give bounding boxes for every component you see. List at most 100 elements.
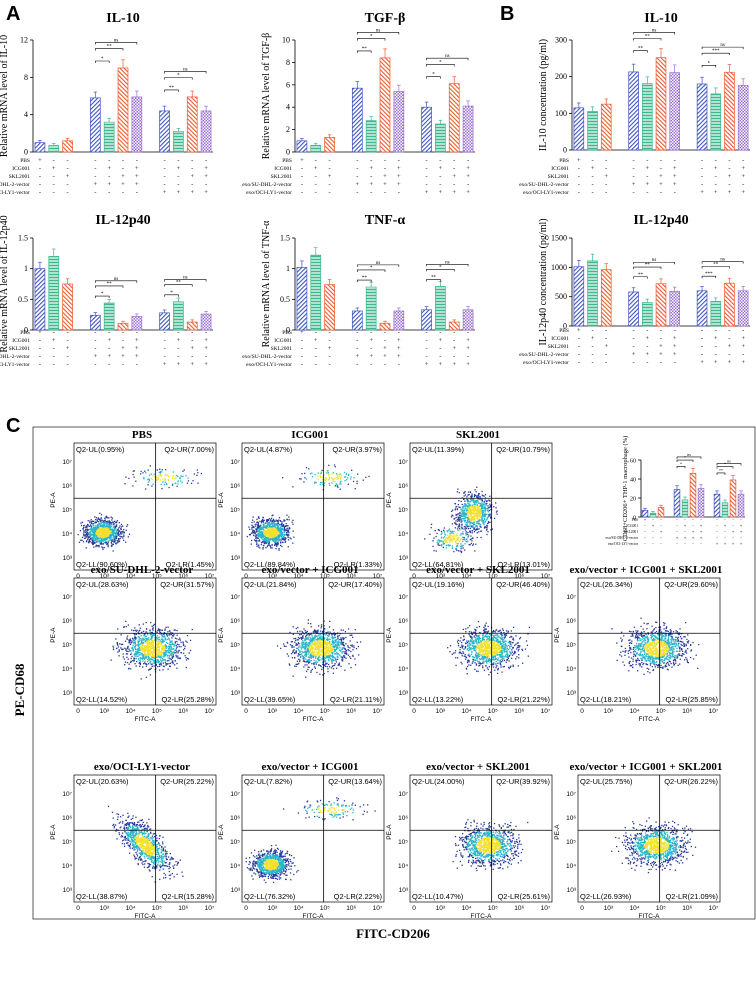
cell-event — [478, 509, 480, 511]
cell-event — [284, 541, 286, 543]
condition-row-label: exo/SU-DHL-2-vector — [605, 536, 638, 540]
cell-event — [100, 531, 102, 533]
cell-event — [160, 650, 162, 653]
cell-event — [93, 529, 96, 531]
cell-event — [277, 543, 279, 545]
cell-event — [273, 534, 276, 536]
condition-symbol: + — [728, 359, 732, 366]
cell-event — [97, 538, 99, 540]
cell-event — [156, 479, 158, 481]
cell-event — [466, 540, 469, 542]
cell-event — [488, 499, 490, 501]
condition-symbol: - — [356, 337, 358, 344]
cell-event — [266, 532, 268, 534]
cell-event — [94, 528, 97, 530]
cell-event — [182, 641, 184, 643]
cell-event — [471, 519, 473, 521]
cell-event — [476, 532, 478, 534]
cell-event — [77, 533, 79, 536]
y-tick-label: 6 — [286, 80, 290, 89]
cell-event — [479, 504, 482, 507]
cell-event — [479, 524, 482, 526]
cell-event — [89, 532, 92, 535]
cell-event — [308, 468, 310, 470]
cell-event — [362, 479, 364, 481]
cell-event — [160, 474, 162, 476]
cell-event — [454, 509, 457, 511]
cell-event — [112, 532, 114, 534]
condition-symbol: - — [39, 337, 41, 344]
cell-event — [146, 640, 148, 642]
cell-event — [94, 531, 96, 534]
cell-event — [176, 640, 178, 643]
cell-event — [272, 525, 275, 527]
cell-event — [440, 537, 443, 539]
cell-event — [185, 666, 187, 669]
cell-event — [267, 541, 269, 543]
cell-event — [302, 658, 304, 660]
cell-event — [142, 666, 144, 668]
cell-event — [448, 535, 450, 537]
cell-event — [104, 542, 107, 544]
cell-event — [106, 536, 109, 538]
cell-event — [143, 658, 146, 661]
cell-event — [281, 521, 283, 523]
cell-event — [175, 654, 177, 657]
cell-event — [496, 510, 498, 512]
cell-event — [119, 533, 121, 535]
bar — [724, 71, 735, 151]
cell-event — [319, 483, 321, 486]
cell-event — [147, 650, 149, 652]
cell-event — [147, 484, 149, 486]
cell-event — [106, 525, 108, 527]
cell-event — [160, 663, 162, 665]
cell-event — [99, 534, 101, 536]
cell-event — [152, 634, 154, 637]
cell-event — [180, 641, 182, 643]
cell-event — [469, 518, 471, 521]
condition-symbol: - — [742, 157, 744, 164]
cell-event — [445, 537, 447, 539]
cell-event — [110, 523, 112, 525]
cell-event — [451, 535, 453, 537]
cell-event — [111, 531, 114, 533]
cell-event — [455, 520, 457, 522]
cell-event — [102, 520, 104, 523]
cell-event — [283, 538, 285, 541]
cell-event — [332, 668, 335, 670]
cell-event — [325, 647, 328, 649]
cell-event — [273, 537, 276, 539]
cell-event — [452, 509, 454, 511]
cell-event — [141, 650, 144, 653]
cell-event — [138, 649, 140, 652]
cell-event — [147, 640, 149, 642]
cell-event — [148, 668, 151, 670]
cell-event — [162, 662, 164, 664]
cell-event — [92, 524, 95, 527]
cell-event — [476, 527, 479, 529]
cell-event — [139, 643, 141, 645]
cell-event — [270, 537, 273, 539]
cell-event — [173, 644, 176, 646]
cell-event — [256, 537, 258, 539]
cell-event — [469, 506, 471, 508]
cell-event — [166, 646, 168, 648]
cell-event — [165, 651, 168, 653]
cell-event — [263, 537, 265, 540]
cell-event — [161, 636, 163, 638]
cell-event — [477, 523, 480, 525]
cell-event — [461, 527, 463, 529]
cell-event — [100, 529, 102, 531]
cell-event — [446, 541, 448, 543]
cell-event — [261, 520, 263, 522]
cell-event — [449, 530, 451, 532]
cell-event — [332, 479, 334, 481]
condition-symbol: + — [714, 359, 718, 366]
y-tick-label: 100 — [555, 109, 567, 118]
cell-event — [102, 547, 104, 549]
cell-event — [135, 651, 137, 653]
cell-event — [254, 525, 257, 527]
cell-event — [469, 515, 472, 517]
cell-event — [259, 536, 261, 538]
cell-event — [484, 494, 487, 496]
